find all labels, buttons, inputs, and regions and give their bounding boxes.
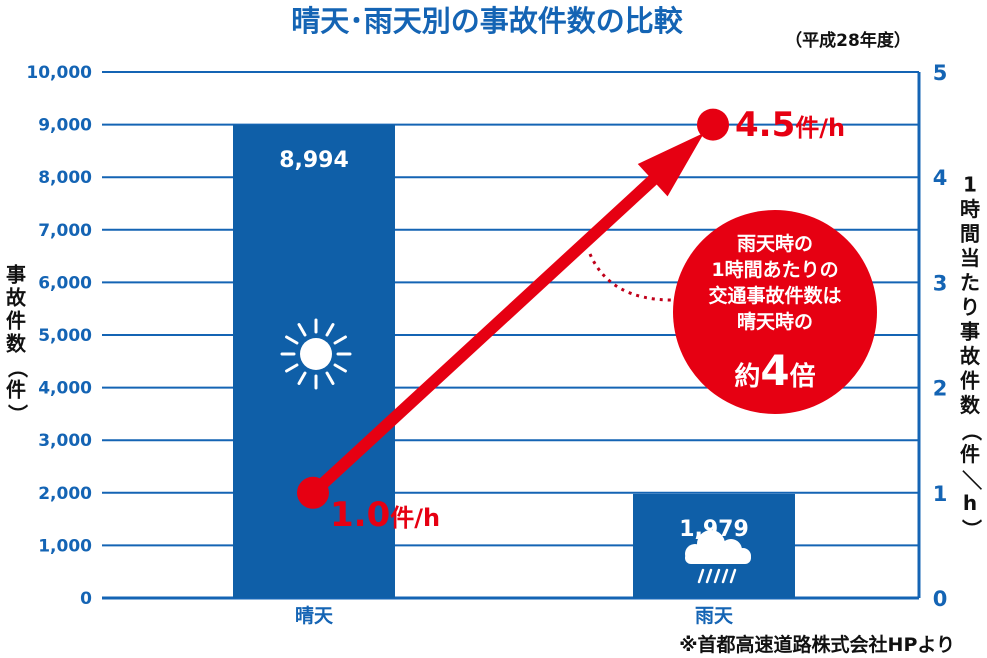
- axis-label-char: 間: [960, 222, 980, 246]
- left-tick-label: 6,000: [38, 273, 92, 293]
- annotation-bubble: 雨天時の 1時間あたりの 交通事故件数は 晴天時の 約4倍: [673, 210, 877, 414]
- right-tick-label: 2: [933, 377, 948, 401]
- axis-label-char: り: [960, 295, 980, 319]
- rate-point: [697, 108, 729, 141]
- rate-point: [297, 476, 329, 509]
- annotation-line: 1時間あたりの: [711, 259, 838, 281]
- right-tick-label: 5: [933, 61, 948, 85]
- axis-label-char: た: [960, 271, 980, 295]
- left-tick-label: 10,000: [26, 63, 92, 83]
- axis-label-char: 時: [960, 197, 980, 221]
- right-tick-label: 3: [933, 271, 948, 295]
- annotation-line: 晴天時の: [737, 310, 813, 333]
- axis-label-char: 件: [6, 378, 26, 402]
- axis-label-char: 事: [6, 263, 26, 287]
- right-tick-label: 1: [933, 482, 948, 506]
- left-tick-label: 1,000: [38, 536, 92, 556]
- axis-label-char: 数: [960, 393, 981, 417]
- chart-title: 晴天･雨天別の事故件数の比較: [291, 4, 684, 38]
- axis-label-char: 故: [6, 286, 27, 310]
- rate-label-sunny: 1.0件/h: [330, 495, 440, 535]
- axis-label-char: 数: [6, 332, 27, 356]
- left-tick-label: 7,000: [38, 221, 92, 241]
- rate-line-series: [297, 108, 729, 509]
- left-tick-label: 9,000: [38, 116, 92, 136]
- axis-label-char: ）: [6, 404, 30, 424]
- axis-label-char: 故: [960, 344, 981, 368]
- left-axis-ticks: 0 1,000 2,000 3,000 4,000 5,000 6,000 7,000 8,00…: [26, 63, 92, 609]
- left-tick-label: 2,000: [38, 484, 92, 504]
- right-axis-ticks: 0 1 2 3 4 5: [933, 61, 948, 611]
- rate-line: [308, 171, 662, 498]
- left-tick-label: 8,000: [38, 168, 92, 188]
- axis-label-char: 件: [960, 369, 980, 393]
- axis-label-char: ／: [960, 470, 984, 490]
- annotation-line: 交通事故件数は: [708, 284, 841, 307]
- left-tick-label: 4,000: [38, 379, 92, 399]
- rain-cloud-icon: [685, 530, 751, 584]
- axis-label-char: （: [6, 358, 30, 378]
- axis-label-char: （: [960, 421, 984, 441]
- left-axis-label: 事故件数（件）: [6, 263, 30, 425]
- axis-label-char: 1: [963, 173, 977, 197]
- right-tick-label: 0: [933, 587, 948, 611]
- chart-subtitle: （平成28年度）: [785, 30, 911, 51]
- sun-icon: [280, 318, 352, 390]
- left-tick-label: 5,000: [38, 326, 92, 346]
- axis-label-char: h: [963, 491, 977, 515]
- left-tick-label: 0: [80, 589, 92, 609]
- bar-value-label: 8,994: [279, 148, 349, 173]
- axis-label-char: 件: [6, 309, 26, 333]
- axis-label-char: 件: [960, 442, 980, 466]
- source-note: ※首都高速道路株式会社HPより: [679, 633, 955, 656]
- category-label: 雨天: [695, 605, 734, 627]
- left-tick-label: 3,000: [38, 431, 92, 451]
- category-label: 晴天: [295, 604, 334, 627]
- category-labels: 晴天 雨天: [295, 604, 734, 627]
- rate-label-rainy: 4.5件/h: [735, 105, 845, 145]
- right-tick-label: 4: [933, 166, 948, 190]
- axis-label-char: 当: [960, 246, 980, 270]
- axis-label-char: ）: [960, 519, 984, 539]
- annotation-emphasis: 約4倍: [734, 346, 815, 395]
- annotation-line: 雨天時の: [737, 233, 813, 255]
- annotation-connector: [588, 253, 673, 302]
- axis-label-char: 事: [960, 320, 980, 344]
- rate-arrowhead: [637, 132, 705, 197]
